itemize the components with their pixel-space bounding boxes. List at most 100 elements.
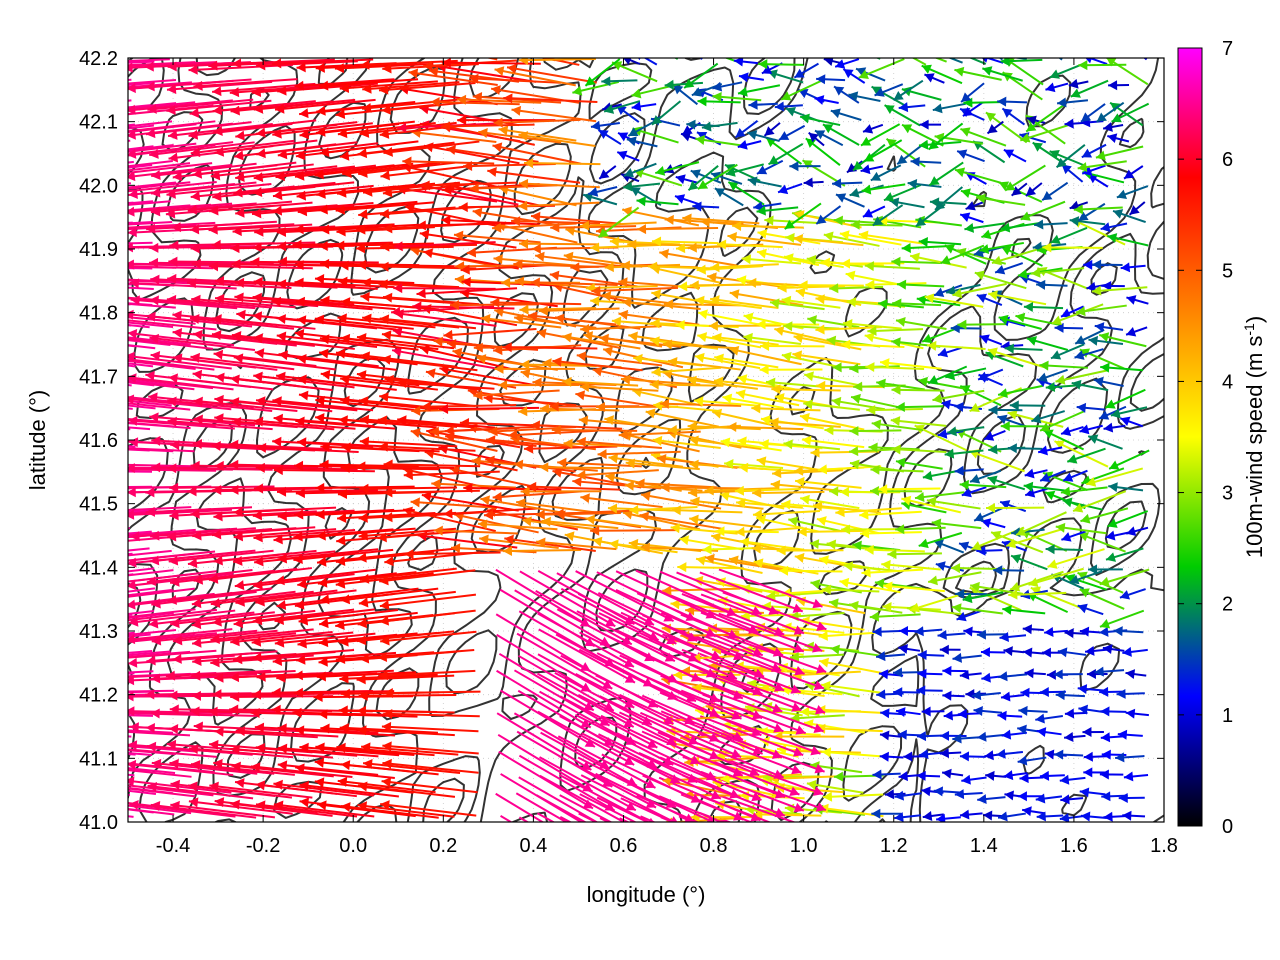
wind-vector xyxy=(799,412,865,431)
wind-vector xyxy=(128,102,177,109)
wind-vector xyxy=(945,367,987,381)
wind-vector xyxy=(503,93,598,104)
wind-vector xyxy=(803,177,824,188)
wind-vector xyxy=(635,569,737,617)
wind-vector xyxy=(128,508,233,520)
wind-vector xyxy=(1092,259,1123,270)
wind-vector xyxy=(1004,343,1043,354)
wind-vector xyxy=(724,459,784,470)
wind-vector xyxy=(734,120,759,139)
wind-vector xyxy=(235,589,338,607)
wind-vector xyxy=(1143,58,1148,61)
wind-vector xyxy=(596,571,697,622)
wind-vector xyxy=(297,374,397,391)
wind-vector xyxy=(128,769,192,778)
wind-vector xyxy=(186,278,292,290)
wind-vector xyxy=(1078,532,1126,553)
wind-vector xyxy=(959,212,984,224)
wind-vector xyxy=(582,192,618,206)
wind-vector xyxy=(917,649,945,660)
wind-vector xyxy=(1000,58,1043,67)
wind-vector xyxy=(921,706,945,717)
wind-vector xyxy=(620,751,722,800)
wind-vector xyxy=(128,120,216,133)
wind-vector xyxy=(911,58,927,66)
wind-vector xyxy=(1100,732,1126,743)
wind-vector xyxy=(338,415,437,429)
wind-vector xyxy=(955,588,987,599)
wind-vector xyxy=(814,95,839,105)
wind-vector xyxy=(658,776,761,822)
wind-vector xyxy=(751,403,821,414)
wind-vector xyxy=(936,813,961,822)
wind-vector xyxy=(128,202,233,217)
wind-vector xyxy=(319,334,419,351)
wind-vector xyxy=(514,589,611,647)
y-tick-label: 41.7 xyxy=(79,366,118,388)
wind-vector xyxy=(954,789,983,800)
wind-vector xyxy=(815,205,842,225)
wind-vector xyxy=(738,462,805,473)
wind-vector xyxy=(1100,362,1144,373)
wind-vector xyxy=(128,60,155,64)
wind-vector xyxy=(412,301,515,312)
wind-vector xyxy=(894,790,922,801)
wind-vector xyxy=(151,758,258,775)
wind-vector xyxy=(1103,811,1127,822)
wind-vector xyxy=(1117,729,1143,740)
wind-vector xyxy=(172,650,278,664)
wind-vector xyxy=(722,393,784,409)
wind-vector xyxy=(986,502,1045,513)
wind-vector xyxy=(296,315,397,331)
wind-vector xyxy=(1062,469,1088,482)
wind-vector xyxy=(779,565,843,576)
wind-vector xyxy=(940,244,985,265)
wind-vector xyxy=(379,314,477,330)
wind-vector xyxy=(128,319,217,331)
wind-vector xyxy=(597,206,640,239)
wind-vector xyxy=(831,396,886,411)
wind-vector xyxy=(901,242,946,253)
wind-vector xyxy=(1072,490,1127,513)
wind-vector xyxy=(767,142,804,166)
wind-vector xyxy=(128,163,233,182)
wind-vector xyxy=(1051,303,1104,325)
x-tick-label: 1.0 xyxy=(790,835,818,857)
wind-vector xyxy=(914,424,967,452)
wind-vector xyxy=(150,708,257,719)
wind-vector xyxy=(879,358,942,370)
wind-vector xyxy=(1086,669,1108,680)
wind-vector xyxy=(516,498,597,514)
wind-vector xyxy=(128,200,154,205)
wind-vector xyxy=(539,462,619,473)
wind-vector xyxy=(910,156,942,167)
wind-vector xyxy=(1093,376,1124,387)
wind-vector xyxy=(358,206,456,220)
x-tick-label: 0.8 xyxy=(700,835,728,857)
wind-vector xyxy=(672,84,699,106)
wind-vector xyxy=(852,540,901,552)
wind-vector xyxy=(1022,624,1044,635)
wind-vector xyxy=(874,83,904,97)
wind-vector xyxy=(579,793,638,822)
wind-vector xyxy=(781,295,841,309)
wind-vector xyxy=(753,201,782,212)
wind-vector xyxy=(980,518,1006,529)
wind-vector xyxy=(697,163,738,190)
wind-vector xyxy=(752,509,821,520)
wind-vector xyxy=(1019,124,1069,143)
wind-vector xyxy=(835,193,865,208)
wind-vector xyxy=(1074,328,1105,345)
wind-vector xyxy=(296,651,397,665)
wind-vector xyxy=(530,277,618,288)
wind-vector xyxy=(128,629,177,636)
wind-vector xyxy=(697,309,760,326)
wind-vector xyxy=(128,789,157,795)
wind-vector xyxy=(479,534,559,549)
wind-vector xyxy=(793,234,864,247)
wind-vector xyxy=(168,549,274,566)
wind-vector xyxy=(535,590,633,646)
wind-vector xyxy=(524,443,618,454)
wind-vector xyxy=(652,435,721,450)
wind-vector xyxy=(1023,302,1064,313)
